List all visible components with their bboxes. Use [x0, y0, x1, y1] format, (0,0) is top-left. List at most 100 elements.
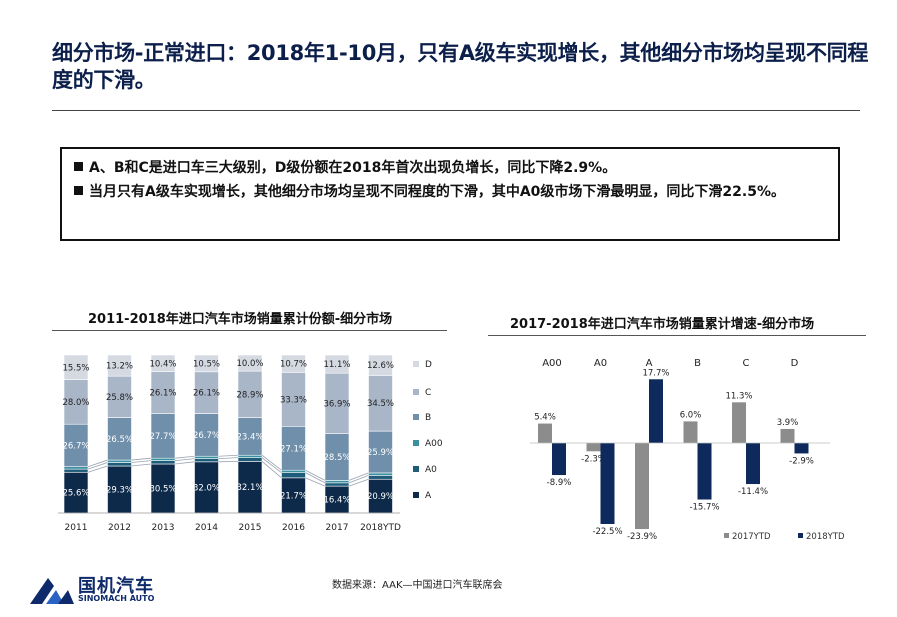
slide-title: 细分市场-正常进口：2018年1-10月，只有A级车实现增长，其他细分市场均呈现…: [52, 41, 869, 92]
share-label-D-2014: 10.5%: [193, 359, 220, 369]
share-bar-A00-2018YTD: [368, 472, 393, 476]
share-label-C-2015: 28.9%: [236, 390, 263, 400]
growth-chart-title-rule: [488, 335, 866, 336]
growth-category-C: C: [743, 358, 750, 369]
share-bar-A-2012: [107, 465, 132, 514]
share-connector-1-4: [261, 457, 282, 473]
share-bar-A0-2015: [237, 457, 263, 462]
share-bar-A-2015: [237, 461, 263, 514]
data-source: 数据来源：AAK—中国进口汽车联席会: [332, 580, 503, 591]
growth-label-2018YTD-D: -2.9%: [789, 456, 814, 466]
share-connector-1-3: [218, 457, 239, 460]
share-bar-D-2011: [63, 354, 89, 380]
share-bar-A00-2012: [107, 459, 132, 463]
share-legend-label-A: A: [425, 491, 432, 501]
growth-label-2018YTD-B: -15.7%: [689, 503, 719, 513]
share-x-tick-2015: 2015: [239, 523, 262, 533]
share-label-A-2013: 30.5%: [149, 484, 176, 494]
share-label-B-2014: 26.7%: [193, 431, 220, 441]
share-bar-B-2013: [150, 413, 176, 459]
share-bar-A-2018YTD: [368, 478, 393, 514]
share-label-C-2014: 26.1%: [193, 389, 220, 399]
share-bar-B-2014: [194, 413, 219, 457]
share-legend-label-D: D: [425, 360, 432, 370]
share-bar-A00-2013: [150, 457, 176, 461]
growth-label-2018YTD-A0: -22.5%: [592, 527, 622, 537]
share-label-A-2016: 21.7%: [280, 491, 307, 501]
share-label-A-2012: 29.3%: [106, 486, 133, 496]
share-bar-A0-2011: [63, 468, 89, 473]
bullet-square-icon: [74, 186, 83, 195]
share-bar-A0-2016: [281, 472, 306, 479]
share-bar-C-2014: [194, 371, 219, 414]
share-connector-2-3: [218, 454, 239, 457]
share-bar-A-2014: [194, 461, 219, 514]
growth-label-2017YTD-A: -23.9%: [627, 532, 657, 542]
share-label-C-2011: 28.0%: [62, 398, 89, 408]
share-bar-A00-2015: [237, 454, 263, 458]
share-label-A-2014: 32.0%: [193, 483, 220, 493]
share-connector-2-4: [261, 454, 282, 471]
share-bar-A0-2014: [194, 458, 219, 463]
share-bar-B-2012: [107, 417, 132, 461]
share-bar-B-2018YTD: [368, 430, 393, 474]
share-connector-0-2: [174, 461, 195, 465]
growth-chart-title: 2017-2018年进口汽车市场销量累计增速-细分市场: [510, 317, 815, 332]
share-bar-C-2012: [107, 375, 132, 418]
share-connector-0-4: [261, 461, 282, 479]
summary-box: A、B和C是进口车三大级别，D级份额在2018年首次出现负增长，同比下降2.9%…: [60, 147, 840, 241]
share-connector-0-0: [87, 465, 108, 473]
growth-category-D: D: [791, 358, 799, 369]
summary-bullet-1: A、B和C是进口车三大级别，D级份额在2018年首次出现负增长，同比下降2.9%…: [74, 156, 826, 180]
share-label-D-2012: 13.2%: [106, 362, 133, 372]
share-label-C-2017: 36.9%: [323, 399, 350, 409]
share-label-B-2012: 26.5%: [106, 435, 133, 445]
logo-mark-icon: [30, 578, 74, 604]
share-connector-2-1: [131, 457, 152, 461]
share-bar-C-2013: [150, 371, 176, 414]
share-bar-C-2018YTD: [368, 375, 393, 432]
share-connector-1-0: [87, 462, 108, 470]
growth-bar-2018YTD-D: [794, 443, 809, 454]
share-bar-A00-2017: [324, 480, 350, 484]
share-legend-label-A0: A0: [425, 465, 437, 475]
growth-legend-label-2018YTD: 2018YTD: [806, 532, 845, 542]
share-bar-C-2011: [63, 379, 89, 425]
growth-bar-2017YTD-A0: [586, 443, 601, 452]
growth-label-2017YTD-A0: -2.3%: [581, 454, 606, 464]
growth-legend-swatch-2017YTD: [724, 533, 729, 538]
growth-bar-2017YTD-A: [635, 443, 649, 530]
growth-category-A: A: [646, 358, 653, 369]
growth-label-2017YTD-C: 11.3%: [725, 391, 752, 401]
share-connector-2-2: [174, 455, 195, 459]
summary-bullet-2: 当月只有A级车实现增长，其他细分市场均呈现不同程度的下滑，其中A0级市场下滑最明…: [74, 180, 826, 204]
share-label-C-2012: 25.8%: [106, 393, 133, 403]
share-legend-swatch-C: [413, 389, 419, 395]
growth-label-2018YTD-C: -11.4%: [738, 487, 768, 497]
summary-bullet-2-text: 当月只有A级车实现增长，其他细分市场均呈现不同程度的下滑，其中A0级市场下滑最明…: [89, 184, 785, 200]
share-bar-A0-2012: [107, 462, 132, 467]
share-legend-swatch-B: [413, 414, 419, 420]
share-label-D-2018YTD: 12.6%: [367, 361, 394, 371]
growth-category-A0: A0: [594, 358, 607, 369]
growth-bar-2017YTD-C: [732, 402, 746, 443]
share-bar-D-2012: [107, 354, 132, 377]
share-label-B-2018YTD: 25.9%: [367, 448, 394, 458]
share-bar-D-2016: [281, 354, 306, 373]
share-label-B-2016: 27.1%: [280, 444, 307, 454]
share-bar-D-2017: [324, 354, 350, 374]
share-label-C-2016: 33.3%: [280, 395, 307, 405]
growth-bar-2018YTD-A00: [552, 443, 566, 476]
growth-bar-2017YTD-B: [683, 421, 698, 443]
share-connector-1-5: [305, 472, 326, 484]
share-connector-2-0: [87, 459, 108, 468]
share-bar-A0-2018YTD: [368, 475, 393, 480]
share-chart-title: 2011-2018年进口汽车市场销量累计份额-细分市场: [88, 312, 393, 327]
share-legend-swatch-A0: [413, 466, 419, 472]
summary-bullet-1-text: A、B和C是进口车三大级别，D级份额在2018年首次出现负增长，同比下降2.9%…: [89, 160, 617, 176]
share-bar-D-2014: [194, 354, 219, 373]
company-logo: 国机汽车 SINOMACH AUTO: [28, 572, 208, 608]
share-bar-A-2016: [281, 477, 306, 514]
share-chart-title-rule: [52, 330, 447, 331]
share-bar-B-2011: [63, 423, 89, 467]
